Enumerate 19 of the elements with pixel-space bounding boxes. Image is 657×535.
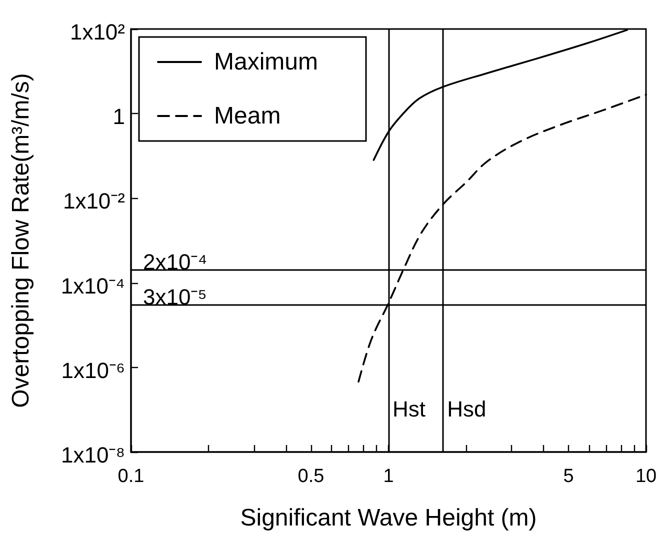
- ref-line-label: 2x10⁻⁴: [143, 250, 208, 275]
- y-tick-label: 1x10⁻⁶: [61, 358, 125, 383]
- y-tick-label: 1x10²: [70, 20, 125, 44]
- legend-label: Maximum: [214, 48, 318, 76]
- x-axis-title: Significant Wave Height (m): [240, 504, 537, 532]
- legend-label: Meam: [214, 102, 281, 130]
- ref-line-label: Hsd: [447, 396, 486, 422]
- ref-line-label: 3x10⁻⁵: [143, 284, 207, 310]
- y-axis-title: Overtopping Flow Rate(m³/m/s): [8, 73, 34, 408]
- x-tick-label: 1: [383, 466, 394, 487]
- x-tick-label: 0.1: [118, 466, 144, 487]
- y-tick-label: 1x10⁻²: [62, 188, 125, 214]
- x-tick-label: 0.5: [298, 466, 324, 487]
- y-tick-label: 1x10⁻⁴: [60, 273, 125, 298]
- ref-line-label: Hst: [392, 396, 426, 422]
- y-tick-label: 1x10⁻⁸: [61, 442, 125, 468]
- y-tick-label: 1: [112, 104, 125, 130]
- x-tick-label: 10: [635, 466, 657, 487]
- x-tick-label: 5: [563, 466, 574, 487]
